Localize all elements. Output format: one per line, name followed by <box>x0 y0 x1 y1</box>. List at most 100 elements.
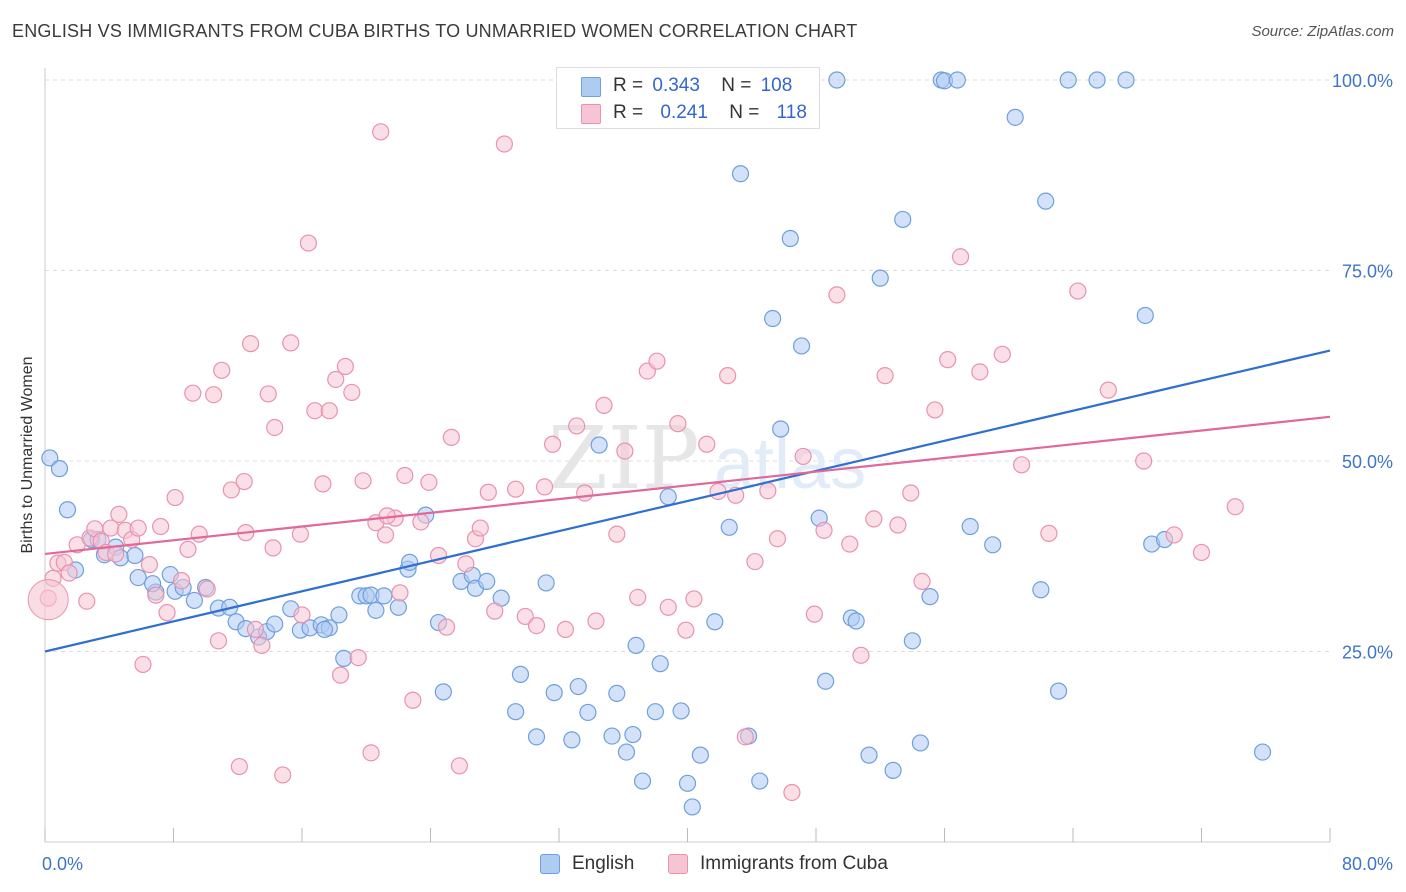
cuba-point-61 <box>412 513 430 531</box>
english-point-96 <box>1032 581 1050 599</box>
cuba-point-117 <box>1012 456 1031 474</box>
cuba-point-103 <box>815 521 833 539</box>
cuba-point-96 <box>736 728 754 746</box>
source-label: Source: ZipAtlas.com <box>1251 23 1394 40</box>
cuba-point-113 <box>939 351 957 369</box>
cuba-point-104 <box>828 286 846 304</box>
english-point-83 <box>847 612 865 630</box>
cuba-point-72 <box>495 135 513 153</box>
english-point-16 <box>185 591 203 610</box>
cuba-point-79 <box>568 417 586 435</box>
english-point-61 <box>624 725 642 744</box>
english-point-2 <box>58 501 77 519</box>
cuba-point-74 <box>516 607 534 626</box>
cuba-point-87 <box>648 352 666 370</box>
english-point-58 <box>603 727 621 745</box>
english-point-107 <box>627 636 645 655</box>
english-point-65 <box>659 488 677 506</box>
y-tick-label-1: 50.0% <box>1342 452 1393 472</box>
english-point-67 <box>678 774 697 792</box>
cuba-point-124 <box>1226 498 1244 516</box>
cuba-point-115 <box>971 363 989 381</box>
english-point-55 <box>569 677 587 696</box>
y-axis-label: Births to Unmarried Women <box>19 356 36 554</box>
english-point-92 <box>948 71 966 89</box>
english-point-101 <box>1117 71 1135 89</box>
cuba-point-39 <box>266 418 284 437</box>
cuba-point-83 <box>608 525 626 543</box>
cuba-point-69 <box>471 519 489 537</box>
english-trend-line <box>44 349 1331 653</box>
stats-legend: R = 0.343 N = 108 R = 0.241 N = 118 <box>556 67 820 129</box>
cuba-point-75 <box>527 616 546 635</box>
cuba-swatch <box>581 104 601 124</box>
english-point-54 <box>563 731 581 749</box>
cuba-point-52 <box>354 472 372 490</box>
english-point-86 <box>884 761 902 779</box>
cuba-point-101 <box>794 447 812 466</box>
english-point-71 <box>720 518 738 536</box>
cuba-point-89 <box>669 415 687 433</box>
english-stats: R = 0.343 N = 108 <box>613 75 792 97</box>
cuba-point-122 <box>1165 526 1183 544</box>
cuba-point-66 <box>450 757 469 775</box>
grid-layer <box>45 79 1330 652</box>
x-tick-label-1: 80.0% <box>1342 854 1393 874</box>
english-point-70 <box>706 613 724 631</box>
english-point-68 <box>683 798 701 816</box>
cuba-point-6 <box>78 592 96 610</box>
english-point-56 <box>579 703 597 722</box>
english-point-93 <box>961 517 979 536</box>
cuba-point-81 <box>587 612 605 630</box>
cuba-point-82 <box>595 396 613 414</box>
cuba-point-77 <box>543 435 562 453</box>
cuba-point-70 <box>479 483 497 501</box>
cuba-point-65 <box>442 428 460 446</box>
cuba-point-106 <box>852 646 870 664</box>
english-point-80 <box>817 672 835 690</box>
cuba-point-94 <box>719 367 737 385</box>
cuba-point-43 <box>299 234 318 252</box>
english-point-75 <box>764 309 782 328</box>
cuba-point-60 <box>404 691 422 709</box>
cuba-point-51 <box>349 648 367 667</box>
english-point-10 <box>129 568 147 587</box>
english-point-57 <box>590 436 608 454</box>
cuba-point-44 <box>306 402 324 420</box>
english-point-63 <box>646 703 664 721</box>
cuba-point-73 <box>507 480 525 498</box>
cuba-n-label: N = <box>729 102 760 123</box>
cuba-point-41 <box>282 334 300 352</box>
english-point-99 <box>1059 71 1077 89</box>
cuba-point-49 <box>336 357 354 376</box>
english-point-47 <box>478 572 496 590</box>
english-point-66 <box>672 702 690 720</box>
cuba-point-71 <box>486 602 504 620</box>
cuba-point-123 <box>1192 543 1211 562</box>
cuba-point-28 <box>205 386 223 404</box>
cuba-point-12 <box>107 545 125 563</box>
cuba-point-47 <box>327 370 345 389</box>
cuba-point-23 <box>172 572 191 590</box>
english-point-52 <box>537 574 555 592</box>
zipatlas-watermark: ZIP atlas <box>548 409 866 509</box>
english-point-105 <box>1253 743 1272 761</box>
english-point-1 <box>50 460 69 478</box>
cuba-point-4 <box>60 564 78 582</box>
cuba-point-97 <box>746 552 764 571</box>
english-point-100 <box>1088 71 1106 89</box>
cuba-point-38 <box>264 539 282 557</box>
cuba-point-50 <box>343 383 361 402</box>
cuba-r-value: 0.241 <box>660 102 708 123</box>
cuba-point-126 <box>293 606 311 624</box>
cuba-r-label: R = <box>613 102 644 123</box>
english-point-85 <box>871 269 889 287</box>
english-point-50 <box>511 665 530 683</box>
english-point-53 <box>545 684 563 702</box>
cuba-point-90 <box>677 621 695 639</box>
cuba-n-value: 118 <box>776 102 807 123</box>
cuba-point-13 <box>110 505 128 523</box>
cuba-point-59 <box>396 466 414 485</box>
cuba-point-116 <box>993 345 1011 363</box>
english-point-81 <box>828 71 846 89</box>
